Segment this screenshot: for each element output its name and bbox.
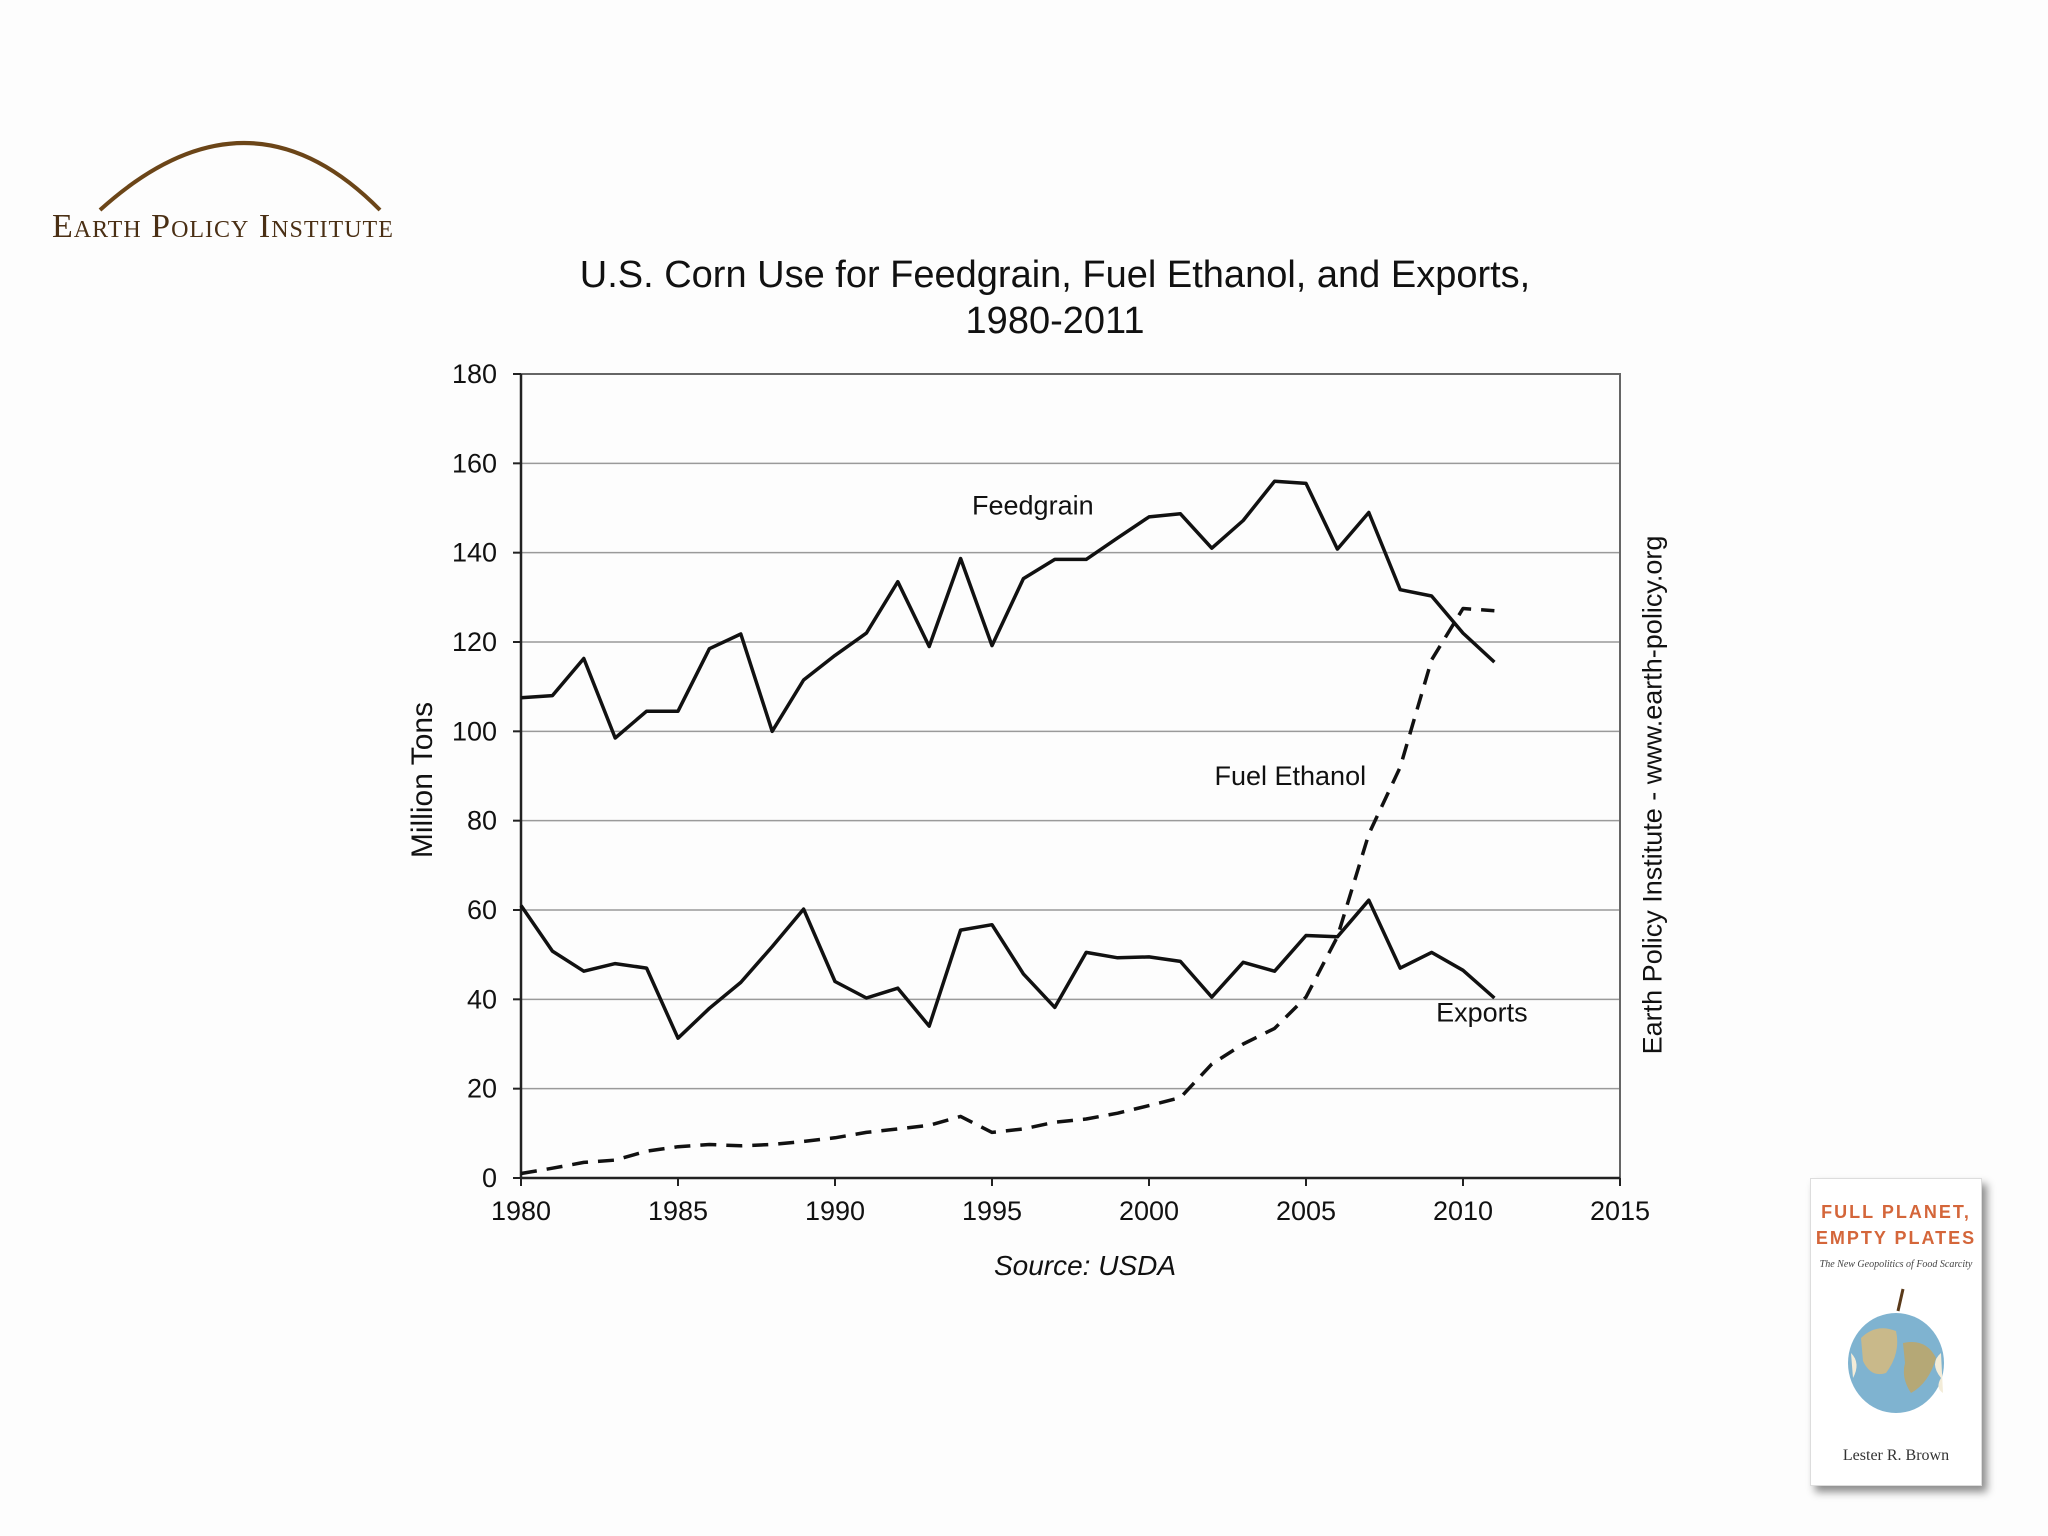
logo-text: Earth Policy Institute — [52, 208, 394, 245]
x-tick-label: 1995 — [962, 1196, 1022, 1226]
book-title-line-1: FULL PLANET, — [1821, 1202, 1971, 1222]
x-tick-label: 1990 — [805, 1196, 865, 1226]
book-author: Lester R. Brown — [1842, 1447, 1950, 1464]
y-tick-label: 60 — [467, 895, 497, 925]
series-line-fuel-ethanol — [520, 606, 1495, 1176]
y-tick-label: 0 — [482, 1163, 497, 1193]
book-title-line-2: EMPTY PLATES — [1815, 1228, 1977, 1248]
x-tick-label: 1980 — [491, 1196, 551, 1226]
book-subtitle: The New Geopolitics of Food Scarcity — [1819, 1259, 1973, 1270]
annotation-exports: Exports — [1436, 998, 1528, 1028]
grid-lines — [521, 462, 1620, 1090]
series-lines — [519, 479, 1496, 1176]
chart-title-line-2: 1980-2011 — [965, 300, 1145, 342]
side-caption: Earth Policy Institute - www.earth-polic… — [1637, 535, 1668, 1055]
chart-title-line-1: U.S. Corn Use for Feedgrain, Fuel Ethano… — [579, 254, 1531, 296]
y-tick-label: 40 — [467, 984, 497, 1014]
y-tick-label: 120 — [452, 627, 497, 657]
apple-globe-icon — [1848, 1288, 1944, 1413]
y-tick-label: 100 — [452, 716, 497, 746]
annotation-fuel-ethanol: Fuel Ethanol — [1214, 761, 1366, 791]
y-tick-label: 180 — [452, 359, 497, 389]
axes — [513, 373, 1621, 1186]
y-tick-label: 20 — [467, 1074, 497, 1104]
chart-title: U.S. Corn Use for Feedgrain, Fuel Ethano… — [470, 252, 1640, 344]
y-tick-label: 160 — [452, 448, 497, 478]
source-note: Source: USDA — [993, 1250, 1177, 1281]
logo: Earth Policy Institute — [48, 112, 448, 252]
logo-arc-icon — [98, 141, 382, 212]
x-tick-label: 2015 — [1590, 1196, 1650, 1226]
y-axis-label: Million Tons — [406, 702, 439, 858]
x-tick-label: 2010 — [1433, 1196, 1493, 1226]
x-tick-label: 2005 — [1276, 1196, 1336, 1226]
y-tick-label: 80 — [467, 806, 497, 836]
series-annotations: Feedgrain Fuel Ethanol Exports — [972, 491, 1528, 1028]
annotation-feedgrain: Feedgrain — [972, 491, 1094, 521]
x-tick-label: 1985 — [648, 1196, 708, 1226]
series-line-exports — [519, 898, 1496, 1040]
tick-labels: 0 20 40 60 80 100 120 140 160 180 1980 1985 1990 1995… — [452, 359, 1650, 1226]
x-tick-label: 2000 — [1119, 1196, 1179, 1226]
series-line-feedgrain — [520, 479, 1496, 740]
book-cover: FULL PLANET, EMPTY PLATES The New Geopol… — [1810, 1178, 1982, 1486]
y-tick-label: 140 — [452, 538, 497, 568]
book-title: FULL PLANET, EMPTY PLATES — [1811, 1199, 1981, 1251]
